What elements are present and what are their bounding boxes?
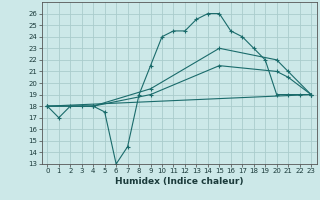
- X-axis label: Humidex (Indice chaleur): Humidex (Indice chaleur): [115, 177, 244, 186]
